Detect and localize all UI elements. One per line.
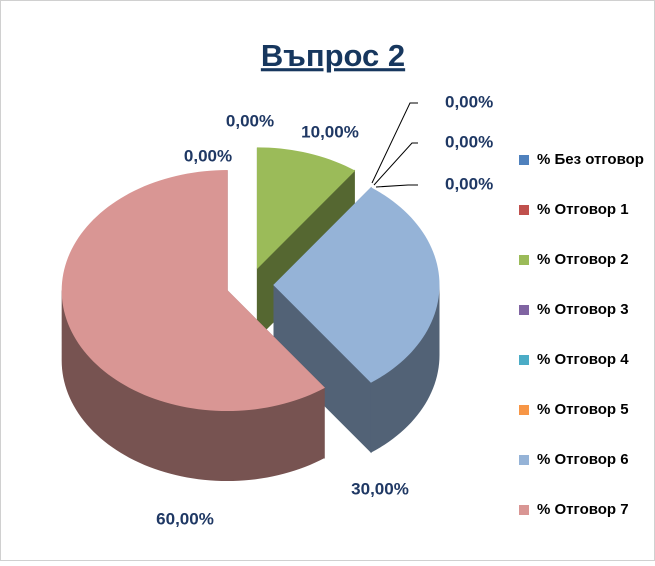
data-label: 10,00% bbox=[301, 122, 359, 141]
legend-swatch bbox=[519, 455, 529, 465]
legend-label: % Отговор 2 bbox=[537, 251, 629, 268]
legend-label: % Отговор 3 bbox=[537, 301, 629, 318]
data-label: 60,00% bbox=[156, 509, 214, 528]
legend-label: % Отговор 1 bbox=[537, 201, 629, 218]
leader-line bbox=[373, 142, 418, 186]
slice bbox=[273, 187, 440, 383]
legend-swatch bbox=[519, 405, 529, 415]
chart-title: Въпрос 2 bbox=[261, 38, 405, 73]
leader-line bbox=[375, 184, 418, 188]
legend-label: % Отговор 6 bbox=[537, 451, 629, 468]
leader-lines bbox=[371, 102, 418, 188]
legend-swatch bbox=[519, 155, 529, 165]
leader-line bbox=[371, 102, 418, 184]
legend-swatch bbox=[519, 355, 529, 365]
legend-label: % Без отговор bbox=[537, 151, 644, 168]
slice bbox=[256, 147, 356, 270]
data-label: 0,00% bbox=[445, 174, 493, 193]
data-label: 0,00% bbox=[445, 92, 493, 111]
slice-top bbox=[256, 147, 356, 270]
legend-label: % Отговор 7 bbox=[537, 501, 629, 518]
legend-swatch bbox=[519, 205, 529, 215]
slice-top bbox=[61, 170, 325, 412]
slice bbox=[61, 170, 325, 412]
data-label: 30,00% bbox=[351, 479, 409, 498]
data-label: 0,00% bbox=[184, 146, 232, 165]
legend-swatch bbox=[519, 305, 529, 315]
slice-top bbox=[273, 187, 440, 383]
legend-label: % Отговор 4 bbox=[537, 351, 629, 368]
legend-swatch bbox=[519, 505, 529, 515]
legend-label: % Отговор 5 bbox=[537, 401, 629, 418]
legend-swatch bbox=[519, 255, 529, 265]
data-label: 0,00% bbox=[226, 111, 274, 130]
data-label: 0,00% bbox=[445, 132, 493, 151]
pie-tops bbox=[61, 147, 440, 412]
